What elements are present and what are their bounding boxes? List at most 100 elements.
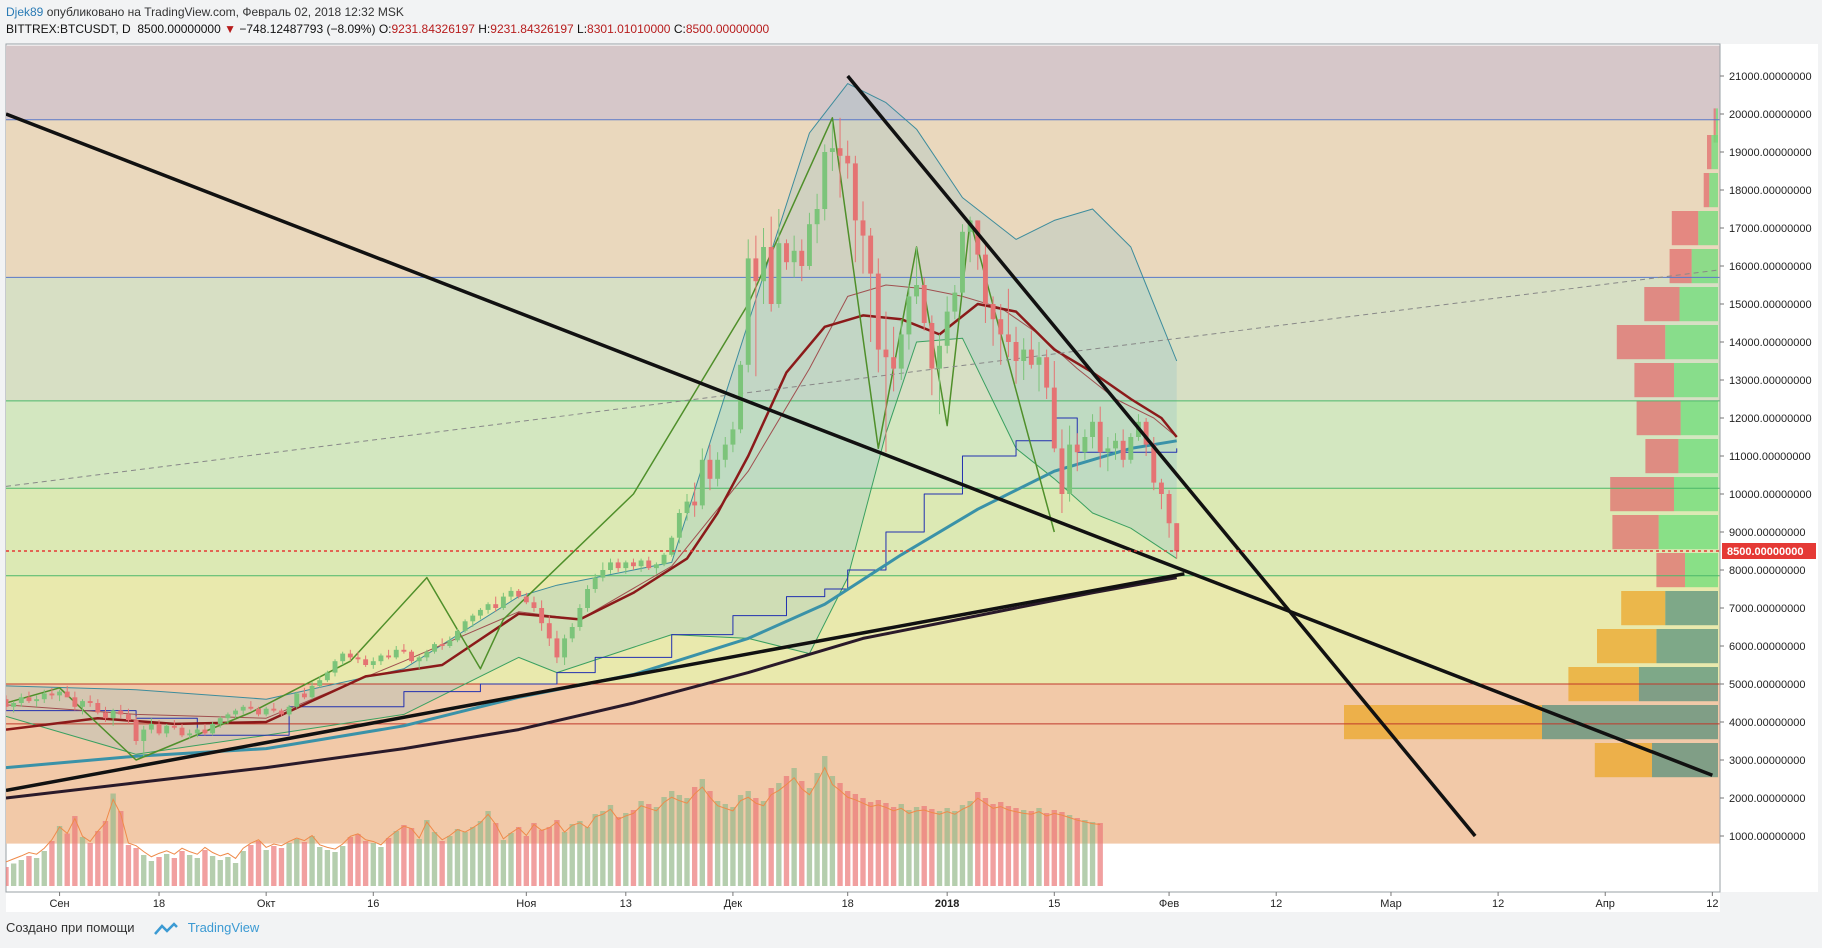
time-tick-label: 12 — [1706, 898, 1718, 910]
candle-body — [485, 604, 491, 610]
volume-profile-up — [1680, 401, 1718, 436]
published-text: опубликовано на TradingView.com, Февраль… — [43, 5, 404, 19]
volume-profile-down — [1656, 553, 1685, 588]
volume-profile-up — [1698, 211, 1718, 246]
volume-bar — [255, 841, 262, 886]
candle-body — [523, 596, 529, 603]
volume-bar — [1051, 810, 1057, 886]
price-axis-labels: 21000.00000000 20000.00000000 19000.000000… — [1720, 71, 1812, 843]
volume-bar — [913, 807, 920, 886]
candle-body — [692, 501, 698, 506]
candle-body — [1067, 444, 1073, 494]
candle-body — [1166, 494, 1172, 524]
candle-body — [585, 589, 590, 608]
time-tick-label: Фев — [1159, 898, 1179, 910]
volume-bar — [87, 843, 93, 886]
volume-bar — [1028, 811, 1035, 886]
volume-bar — [447, 836, 453, 886]
candle-body — [875, 273, 881, 350]
volume-bar — [776, 783, 782, 886]
trendlines[interactable] — [6, 74, 1713, 838]
volume-bar — [125, 845, 132, 886]
volume-bar — [477, 821, 484, 886]
candle-body — [6, 699, 9, 707]
volume-profile-down — [1636, 401, 1681, 436]
volume-bar — [1059, 812, 1065, 886]
volume-bar — [1097, 823, 1103, 886]
candle-body — [516, 590, 522, 597]
candle-body — [1051, 387, 1057, 449]
time-axis[interactable] — [6, 892, 1720, 912]
ticker[interactable]: BITTREX:BTCUSDT, D — [6, 22, 131, 36]
volume-profile-down — [1597, 629, 1657, 664]
volume-profile-down — [1671, 211, 1699, 246]
volume-bar — [699, 779, 705, 886]
candle-body — [1097, 421, 1103, 453]
volume-bar — [332, 852, 338, 886]
volume-bar — [18, 860, 24, 886]
high-value: 9231.84326197 — [490, 22, 574, 36]
volume-bar — [500, 840, 507, 886]
time-tick-label: 2018 — [935, 898, 959, 910]
volume-bar — [179, 851, 185, 886]
candle-body — [1090, 421, 1096, 437]
volume-bar — [294, 839, 300, 886]
candle-body — [1013, 342, 1019, 361]
volume-bar — [569, 824, 575, 886]
candle-body — [301, 693, 307, 698]
candle-body — [324, 672, 330, 681]
candle-body — [1158, 482, 1164, 494]
volume-bar — [232, 863, 239, 886]
candle-body — [309, 685, 315, 698]
candle-body — [294, 693, 300, 707]
volume-profile-down — [1644, 287, 1680, 322]
candle-body — [41, 693, 47, 700]
price-axis[interactable] — [1720, 44, 1818, 892]
volume-bar — [439, 841, 445, 886]
candle-body — [179, 727, 185, 736]
volume-bar — [485, 811, 491, 886]
volume-profile-up — [1709, 173, 1718, 208]
candle-body — [286, 706, 292, 715]
candle-body — [615, 562, 621, 569]
candle-body — [271, 708, 277, 711]
volume-bar — [385, 838, 392, 886]
volume-bar — [707, 791, 713, 886]
ma-thin — [6, 284, 1178, 719]
tradingview-link[interactable]: TradingView — [187, 920, 260, 935]
volume-bar — [424, 820, 430, 886]
volume-bar — [684, 798, 690, 886]
volume-bar — [110, 793, 116, 886]
time-tick-label: 12 — [1492, 898, 1504, 910]
volume-profile-up — [1542, 705, 1718, 740]
author-link[interactable]: Djek89 — [6, 5, 44, 19]
price-zone — [6, 488, 1720, 576]
price-zone — [6, 45, 1720, 120]
candle-body — [424, 651, 430, 658]
tradingview-logo-icon[interactable] — [154, 921, 179, 936]
volume-bar — [301, 842, 308, 886]
price-tick-label: 15000.00000000 — [1729, 299, 1812, 311]
step-line — [6, 417, 1178, 736]
change-value: −748.12487793 (−8.09%) — [239, 22, 376, 36]
volume-bar — [225, 857, 231, 886]
candle-body — [1044, 357, 1050, 388]
bollinger-band-fill — [6, 83, 1177, 755]
trendline — [6, 572, 1185, 793]
volume-bar — [462, 832, 468, 886]
candle-body — [103, 712, 108, 719]
volume-bar — [515, 827, 522, 886]
volume-bar — [370, 843, 376, 886]
price-tick-label: 1000.00000000 — [1729, 831, 1805, 843]
price-tick-label: 9000.00000000 — [1729, 527, 1805, 539]
volume-bar — [584, 827, 591, 886]
volume-bar — [171, 858, 178, 886]
volume-bar — [133, 848, 139, 886]
volume-profile-up — [1656, 629, 1718, 664]
volume-bar — [829, 776, 836, 886]
candle-body — [960, 231, 965, 293]
candle-body — [569, 627, 575, 639]
volume-bar — [156, 857, 162, 886]
candle-body — [248, 706, 254, 709]
